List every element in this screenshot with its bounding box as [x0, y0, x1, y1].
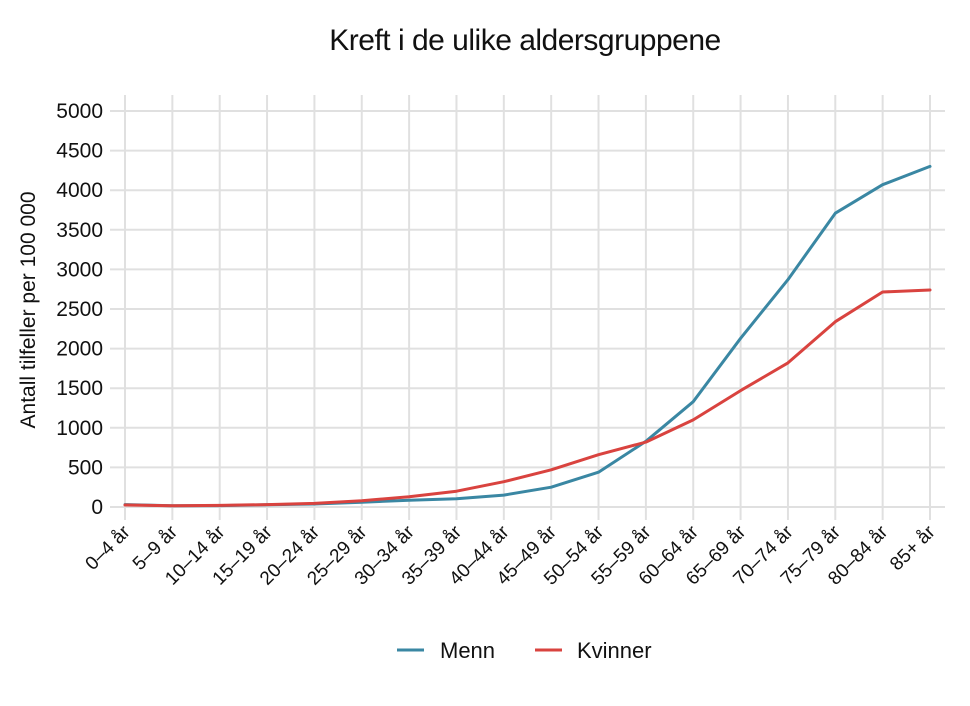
y-tick-label: 0 [91, 496, 103, 519]
x-gridlines [124, 95, 931, 520]
y-tick-label: 500 [68, 456, 103, 479]
y-axis-label: Antall tilfeller per 100 000 [17, 192, 40, 429]
series-line-menn [123, 164, 932, 508]
series-lines [123, 164, 932, 508]
x-tick-label: 0–4 år [82, 521, 135, 574]
y-tick-label: 1000 [56, 417, 103, 440]
y-tick-label: 3500 [56, 219, 103, 242]
y-gridlines [110, 110, 945, 508]
y-tick-label: 2000 [56, 338, 103, 361]
y-tick-label: 4000 [56, 179, 103, 202]
legend-item-menn: Menn [397, 638, 495, 663]
legend-label: Menn [440, 638, 495, 663]
y-tick-label: 4500 [56, 140, 103, 163]
y-tick-label: 1500 [56, 377, 103, 400]
y-axis-ticks: 0 500 1000 1500 2000 2500 3000 3500 4000 4500 5000 [56, 100, 103, 519]
series-line-kvinner [123, 288, 932, 508]
x-tick-label: 85+ år [886, 521, 940, 575]
chart-title: Kreft i de ulike aldersgruppene [329, 24, 721, 57]
y-tick-label: 5000 [56, 100, 103, 123]
y-tick-label: 3000 [56, 258, 103, 281]
legend-item-kvinner: Kvinner [535, 638, 652, 663]
y-tick-label: 2500 [56, 298, 103, 321]
legend: Menn Kvinner [397, 638, 652, 663]
legend-label: Kvinner [577, 638, 652, 663]
